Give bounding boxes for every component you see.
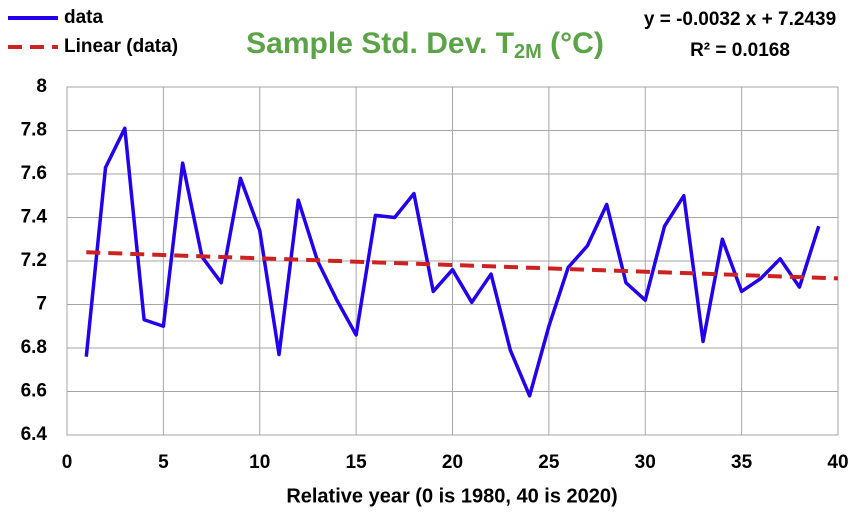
series-line bbox=[84, 126, 821, 398]
legend-label: data bbox=[64, 7, 104, 28]
x-tick-label: 10 bbox=[249, 452, 270, 473]
title-tail: (°C) bbox=[542, 27, 604, 60]
y-tick-label: 6.4 bbox=[21, 424, 48, 445]
legend-label: Linear (data) bbox=[64, 36, 178, 57]
x-tick-label: 0 bbox=[62, 452, 73, 473]
series-line bbox=[86, 250, 839, 281]
y-tick-label: 7.6 bbox=[21, 163, 47, 184]
y-tick-label: 6.6 bbox=[21, 381, 47, 402]
title-sub: 2M bbox=[514, 41, 542, 63]
y-tick-label: 7.4 bbox=[21, 207, 48, 228]
y-tick-label: 6.8 bbox=[21, 337, 47, 358]
x-tick-label: 15 bbox=[346, 452, 368, 473]
x-tick-label: 40 bbox=[827, 452, 848, 473]
x-tick-label: 25 bbox=[538, 452, 560, 473]
title-main: Sample Std. Dev. T bbox=[246, 27, 514, 60]
y-tick-label: 8 bbox=[36, 76, 47, 97]
x-axis-label: Relative year (0 is 1980, 40 is 2020) bbox=[286, 485, 617, 507]
equation: y = -0.0032 x + 7.2439 bbox=[644, 9, 836, 30]
x-tick-label: 5 bbox=[158, 452, 169, 473]
x-tick-label: 30 bbox=[635, 452, 656, 473]
plot-frame bbox=[66, 86, 839, 436]
x-tick-label: 35 bbox=[731, 452, 753, 473]
x-tick-label: 20 bbox=[442, 452, 463, 473]
y-tick-label: 7 bbox=[36, 294, 47, 315]
y-tick-label: 7.8 bbox=[21, 120, 47, 141]
r-squared: R² = 0.0168 bbox=[690, 40, 790, 61]
y-tick-label: 7.2 bbox=[21, 250, 47, 271]
chart-title: Sample Std. Dev. T2M (°C) bbox=[246, 27, 604, 63]
